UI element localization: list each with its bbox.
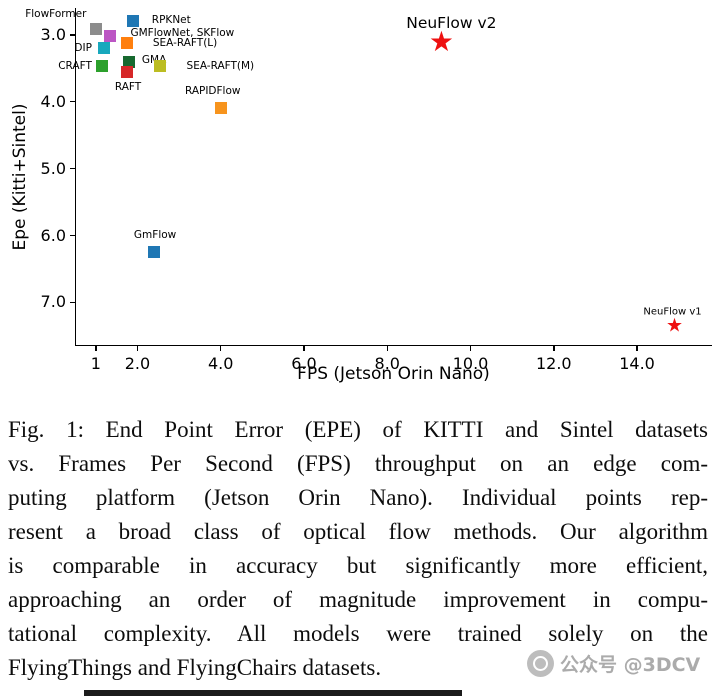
- caption-line: is comparable in accuracy but significan…: [8, 553, 708, 578]
- x-tick-label: 8.0: [374, 354, 400, 373]
- x-tick-label: 6.0: [291, 354, 317, 373]
- y-tick-label: 7.0: [40, 292, 66, 312]
- scatter-point-dip: [98, 42, 111, 55]
- point-label-gmflownet-skflow: GMFlowNet, SKFlow: [130, 27, 235, 40]
- x-tick-mark: [386, 346, 388, 351]
- scatter-point-neuflow-v1: ★: [665, 314, 684, 337]
- x-tick-mark: [136, 346, 139, 351]
- caption-line: resent a broad class of optical flow met…: [8, 519, 708, 544]
- x-tick-label: 4.0: [207, 354, 234, 373]
- point-label-rapidflow: RAPIDFlow: [184, 85, 241, 98]
- x-tick-label: 14.0: [619, 354, 655, 373]
- y-tick-mark: [70, 301, 75, 304]
- x-tick-label: 1: [90, 354, 101, 373]
- caption-line: puting platform (Jetson Orin Nano). Indi…: [8, 485, 708, 510]
- y-tick-mark: [70, 234, 75, 237]
- watermark: 公众号 @3DCV: [527, 650, 700, 677]
- x-tick-label: 10.0: [452, 354, 489, 373]
- y-tick-label: 4.0: [40, 91, 66, 111]
- point-label-raft: RAFT: [114, 81, 142, 94]
- x-tick-mark: [469, 346, 472, 351]
- camera-lens-icon: [533, 656, 548, 671]
- y-tick-label: 6.0: [40, 225, 66, 245]
- scatter-point-rapidflow: [214, 102, 227, 115]
- plot-area: [75, 8, 712, 346]
- x-tick-mark: [219, 346, 222, 351]
- scatter-point-sea-raft-m: [154, 59, 167, 72]
- point-label-neuflow-v1: NeuFlow v1: [643, 306, 702, 318]
- y-tick-label: 5.0: [40, 158, 66, 178]
- point-label-gmflow: GmFlow: [133, 229, 177, 242]
- scatter-point-gmflow: [148, 246, 161, 259]
- point-label-sea-raft-l: SEA-RAFT(L): [152, 36, 218, 49]
- x-tick-label: 12.0: [535, 354, 572, 373]
- caption-line: Fig. 1: End Point Error (EPE) of KITTI a…: [8, 417, 708, 442]
- cropped-content-edge: [84, 690, 462, 696]
- x-tick-label: 2.0: [124, 354, 151, 373]
- scatter-point-craft: [96, 60, 109, 73]
- figure-caption: Fig. 1: End Point Error (EPE) of KITTI a…: [8, 413, 708, 685]
- point-label-sea-raft-m: SEA-RAFT(M): [186, 59, 255, 72]
- caption-line: tational complexity. All models were tra…: [8, 621, 708, 646]
- wechat-logo-icon: [527, 650, 554, 677]
- scatter-point-sea-raft-l: [121, 36, 134, 49]
- point-label-neuflow-v2: NeuFlow v2: [406, 14, 497, 33]
- scatter-point-gma: [123, 55, 136, 68]
- watermark-text: 公众号 @3DCV: [560, 654, 701, 676]
- x-tick-mark: [553, 346, 555, 351]
- x-tick-mark: [636, 346, 638, 351]
- point-label-craft: CRAFT: [58, 60, 92, 73]
- point-label-rpknet: RPKNet: [151, 13, 191, 26]
- scatter-point-raft: [121, 66, 134, 79]
- y-tick-mark: [70, 167, 75, 170]
- scatter-point-rpknet: [127, 14, 140, 27]
- scatter-point-neuflow-v2: ★: [428, 25, 454, 59]
- y-tick-mark: [70, 100, 75, 103]
- point-label-dip: DIP: [74, 42, 92, 55]
- scatter-chart: FPS (Jetson Orin Nano) Epe (Kitti+Sintel…: [10, 8, 712, 384]
- caption-line: approaching an order of magnitude improv…: [8, 587, 708, 612]
- x-axis-label: FPS (Jetson Orin Nano): [297, 364, 490, 384]
- point-label-flowformer: FlowFormer: [25, 8, 87, 21]
- scatter-point-gmflownet-skflow: [104, 30, 117, 43]
- x-tick-mark: [95, 346, 97, 351]
- caption-line: FlyingThings and FlyingChairs datasets.: [8, 655, 382, 680]
- x-tick-mark: [303, 346, 305, 351]
- y-tick-label: 3.0: [40, 24, 66, 44]
- caption-line: vs. Frames Per Second (FPS) throughput o…: [8, 451, 708, 476]
- scatter-point-flowformer: [89, 23, 102, 36]
- y-tick-mark: [70, 34, 75, 36]
